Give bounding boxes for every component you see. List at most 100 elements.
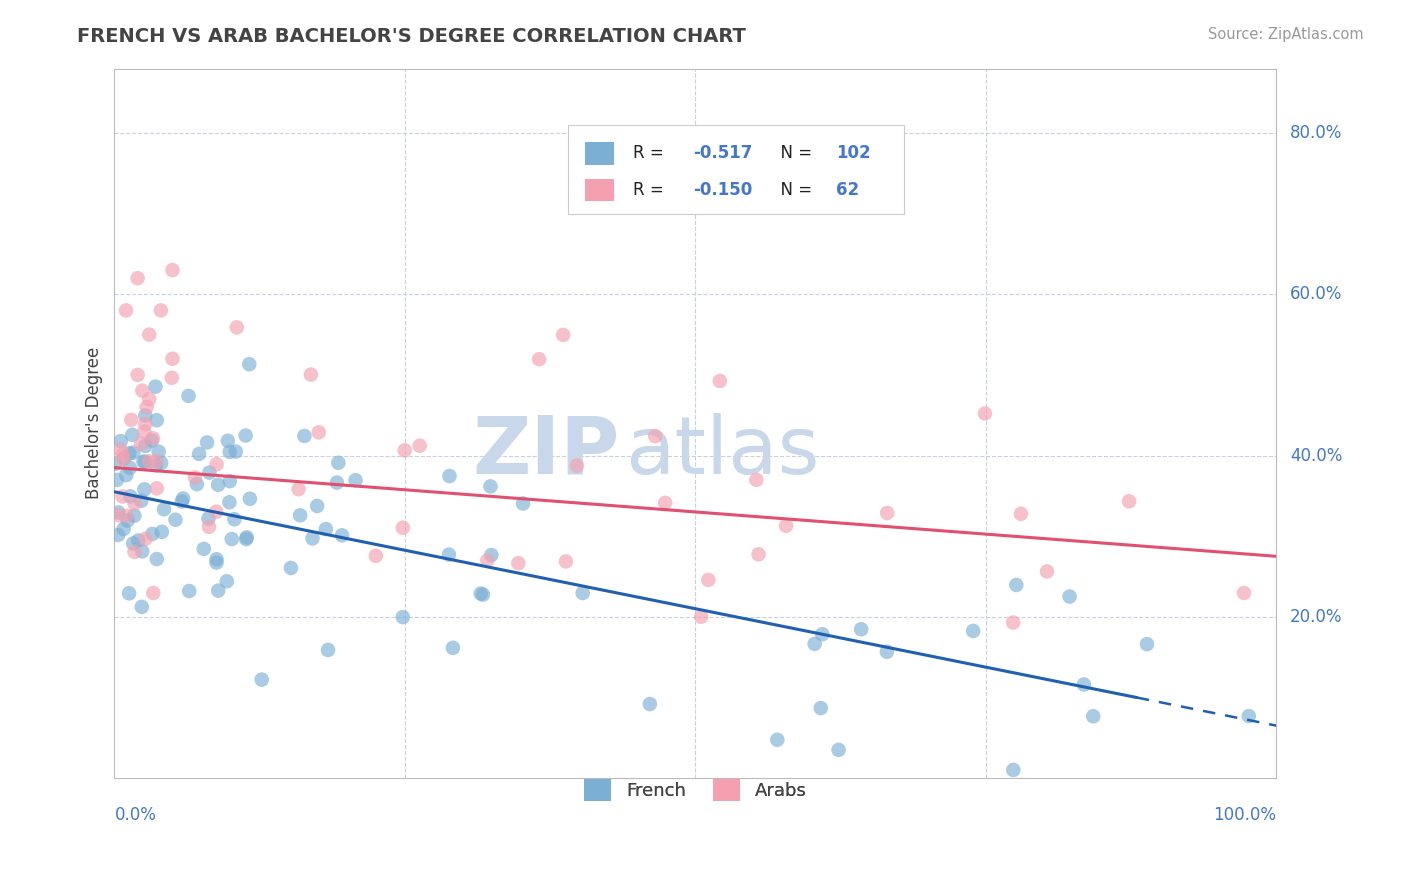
FancyBboxPatch shape — [585, 142, 614, 165]
Point — [184, 470, 207, 484]
Point — [439, 469, 461, 483]
Point — [162, 263, 184, 277]
Point — [112, 451, 135, 466]
Point — [328, 456, 350, 470]
Point — [145, 454, 167, 468]
Point — [198, 520, 221, 534]
Text: 80.0%: 80.0% — [1291, 124, 1343, 142]
Text: R =: R = — [633, 145, 669, 162]
Point — [553, 327, 575, 342]
Point — [236, 530, 259, 544]
Point — [218, 495, 240, 509]
Point — [330, 528, 353, 542]
Text: 20.0%: 20.0% — [1291, 607, 1343, 626]
Point — [697, 573, 720, 587]
Point — [142, 586, 165, 600]
Point — [198, 466, 221, 480]
Point — [437, 548, 460, 562]
Point — [827, 743, 849, 757]
Point — [124, 545, 146, 559]
Point — [747, 547, 769, 561]
Point — [344, 473, 367, 487]
Point — [129, 436, 152, 450]
Point — [508, 556, 530, 570]
Point — [1059, 590, 1081, 604]
Point — [149, 303, 172, 318]
Point — [326, 475, 349, 490]
Point — [205, 552, 228, 566]
Point — [288, 508, 311, 523]
Point — [127, 368, 149, 382]
Point — [195, 435, 218, 450]
Point — [224, 512, 246, 526]
Text: -0.150: -0.150 — [693, 181, 752, 199]
Point — [107, 528, 129, 542]
Point — [118, 461, 141, 475]
Text: 60.0%: 60.0% — [1291, 285, 1343, 303]
Point — [179, 584, 201, 599]
Point — [316, 643, 339, 657]
Point — [145, 458, 167, 473]
Point — [188, 447, 211, 461]
Point — [479, 548, 502, 562]
Point — [205, 457, 228, 471]
Point — [1233, 586, 1256, 600]
Point — [1002, 763, 1025, 777]
Point — [134, 417, 156, 431]
Point — [301, 532, 323, 546]
Text: N =: N = — [769, 181, 817, 199]
Point — [441, 640, 464, 655]
Point — [235, 428, 257, 442]
Point — [186, 477, 208, 491]
Text: 62: 62 — [837, 181, 859, 199]
Point — [127, 533, 149, 548]
Point — [121, 428, 143, 442]
Text: atlas: atlas — [626, 413, 820, 491]
Text: ZIP: ZIP — [472, 413, 620, 491]
Point — [811, 627, 834, 641]
Point — [218, 445, 240, 459]
Point — [709, 374, 731, 388]
Point — [250, 673, 273, 687]
Point — [107, 505, 129, 519]
Point — [120, 413, 142, 427]
Point — [150, 456, 173, 470]
Point — [235, 532, 257, 546]
Point — [145, 481, 167, 495]
Point — [409, 439, 432, 453]
Point — [141, 527, 163, 541]
Text: 40.0%: 40.0% — [1291, 447, 1343, 465]
Text: 0.0%: 0.0% — [114, 806, 156, 824]
Text: 100.0%: 100.0% — [1213, 806, 1277, 824]
Point — [118, 586, 141, 600]
Point — [205, 556, 228, 570]
Point — [131, 544, 153, 558]
Point — [131, 493, 153, 508]
Text: -0.517: -0.517 — [693, 145, 752, 162]
Point — [225, 444, 247, 458]
Point — [315, 522, 337, 536]
Point — [207, 477, 229, 491]
Point — [215, 574, 238, 589]
Point — [810, 701, 832, 715]
Point — [193, 541, 215, 556]
Point — [134, 425, 156, 439]
Text: 102: 102 — [837, 145, 870, 162]
Point — [131, 599, 153, 614]
Point — [124, 508, 146, 523]
Point — [115, 303, 138, 318]
Point — [876, 645, 898, 659]
Point — [146, 552, 169, 566]
Point — [1010, 507, 1032, 521]
Point — [160, 371, 183, 385]
Point — [554, 554, 576, 568]
Point — [134, 439, 156, 453]
Point — [162, 351, 184, 366]
Point — [142, 431, 165, 445]
Point — [225, 320, 247, 334]
Point — [117, 514, 139, 528]
Text: Source: ZipAtlas.com: Source: ZipAtlas.com — [1208, 27, 1364, 42]
Point — [165, 513, 187, 527]
Point — [124, 497, 146, 511]
Point — [803, 637, 825, 651]
